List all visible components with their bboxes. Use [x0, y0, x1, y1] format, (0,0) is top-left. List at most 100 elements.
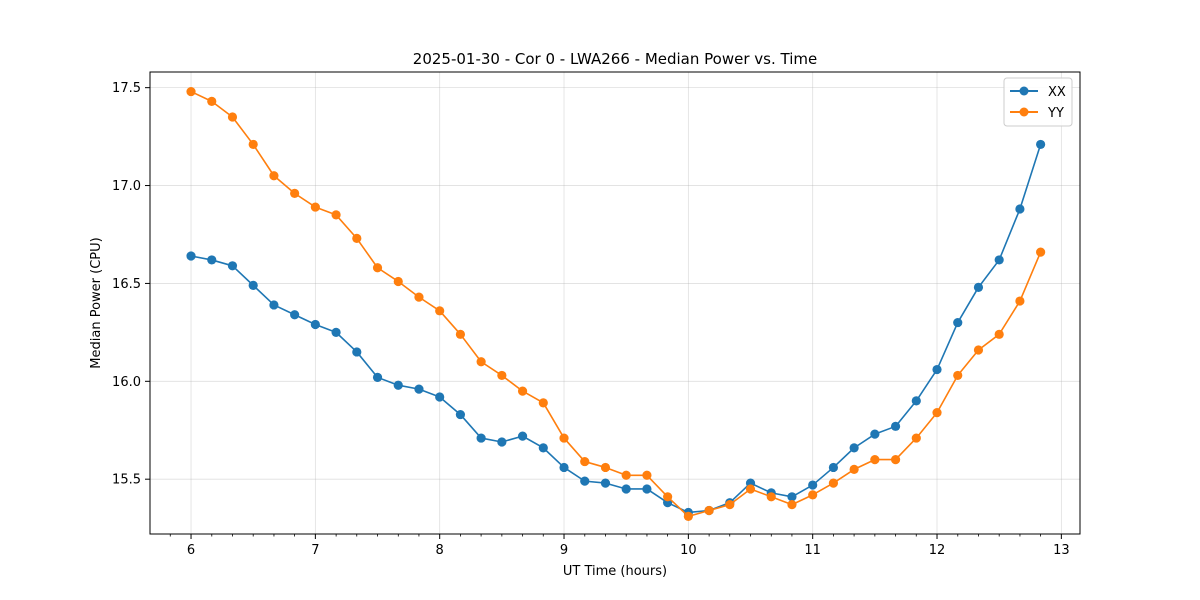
- data-point-yy[interactable]: [973, 345, 984, 355]
- data-point-yy[interactable]: [745, 484, 756, 494]
- data-point-xx[interactable]: [870, 429, 880, 439]
- legend-label-yy: YY: [1047, 106, 1064, 121]
- data-point-xx[interactable]: [994, 255, 1004, 265]
- data-point-yy[interactable]: [352, 233, 362, 243]
- data-point-yy[interactable]: [207, 96, 217, 106]
- data-point-yy[interactable]: [808, 490, 818, 500]
- legend-entry-xx[interactable]: XX: [1010, 85, 1066, 100]
- y-tick-label: 15.5: [112, 473, 141, 488]
- x-tick-label: 10: [680, 543, 697, 558]
- data-point-xx[interactable]: [600, 478, 611, 488]
- data-point-yy[interactable]: [517, 386, 528, 396]
- data-point-xx[interactable]: [331, 327, 341, 337]
- data-point-yy[interactable]: [580, 456, 590, 467]
- data-point-yy[interactable]: [870, 455, 880, 465]
- data-point-xx[interactable]: [580, 476, 590, 486]
- data-point-yy[interactable]: [269, 171, 279, 181]
- data-point-xx[interactable]: [932, 364, 942, 375]
- data-point-xx[interactable]: [372, 372, 383, 382]
- data-point-xx[interactable]: [1015, 204, 1025, 214]
- data-point-yy[interactable]: [642, 470, 652, 480]
- data-point-xx[interactable]: [642, 484, 652, 494]
- x-tick-label: 7: [311, 543, 319, 558]
- data-point-xx[interactable]: [890, 421, 901, 431]
- data-point-yy[interactable]: [372, 263, 383, 273]
- data-point-xx[interactable]: [310, 319, 320, 330]
- y-tick-label: 16.5: [112, 277, 141, 292]
- data-point-yy[interactable]: [704, 505, 714, 516]
- data-point-xx[interactable]: [207, 255, 217, 265]
- data-point-xx[interactable]: [290, 310, 300, 320]
- data-point-xx[interactable]: [828, 462, 839, 473]
- y-tick-label: 17.5: [112, 81, 141, 96]
- data-point-yy[interactable]: [290, 188, 300, 198]
- data-point-yy[interactable]: [621, 470, 631, 480]
- data-point-yy[interactable]: [559, 433, 569, 443]
- data-point-yy[interactable]: [994, 329, 1004, 339]
- data-point-yy[interactable]: [953, 370, 963, 381]
- data-point-xx[interactable]: [517, 431, 528, 441]
- data-point-yy[interactable]: [828, 478, 839, 488]
- data-point-xx[interactable]: [393, 380, 403, 390]
- axes-frame: [149, 71, 1081, 535]
- data-point-xx[interactable]: [849, 443, 859, 453]
- data-point-xx[interactable]: [414, 384, 424, 394]
- data-point-yy[interactable]: [538, 398, 548, 408]
- x-tick-label: 11: [804, 543, 821, 558]
- data-point-xx[interactable]: [559, 462, 569, 473]
- data-point-xx[interactable]: [227, 261, 238, 271]
- data-point-yy[interactable]: [497, 370, 507, 381]
- data-point-yy[interactable]: [787, 500, 797, 510]
- data-point-yy[interactable]: [414, 292, 424, 302]
- data-point-xx[interactable]: [1036, 139, 1046, 150]
- data-point-xx[interactable]: [248, 280, 258, 290]
- data-point-yy[interactable]: [683, 511, 693, 521]
- data-point-yy[interactable]: [310, 202, 320, 212]
- data-point-xx[interactable]: [497, 437, 507, 447]
- series-xx: [186, 139, 1046, 518]
- data-point-xx[interactable]: [973, 282, 984, 292]
- y-tick-label: 16.0: [112, 375, 141, 390]
- data-point-yy[interactable]: [766, 492, 776, 502]
- data-point-yy[interactable]: [435, 306, 445, 316]
- data-point-xx[interactable]: [352, 347, 362, 357]
- legend-entry-yy[interactable]: YY: [1010, 106, 1064, 121]
- data-point-xx[interactable]: [455, 409, 466, 420]
- x-tick-label: 9: [560, 543, 568, 558]
- x-tick-label: 12: [929, 543, 946, 558]
- data-point-yy[interactable]: [890, 455, 901, 465]
- data-point-yy[interactable]: [248, 139, 258, 150]
- data-point-yy[interactable]: [932, 408, 942, 418]
- data-point-yy[interactable]: [227, 112, 238, 122]
- data-point-yy[interactable]: [1015, 296, 1025, 306]
- data-point-yy[interactable]: [725, 500, 735, 510]
- data-point-xx[interactable]: [621, 484, 631, 494]
- data-point-yy[interactable]: [455, 329, 466, 339]
- data-point-yy[interactable]: [331, 210, 341, 220]
- data-point-xx[interactable]: [538, 443, 548, 453]
- data-point-xx[interactable]: [808, 480, 818, 490]
- data-point-yy[interactable]: [186, 86, 196, 97]
- legend-marker-yy: [1019, 107, 1029, 117]
- data-point-xx[interactable]: [476, 433, 486, 443]
- series-yy: [186, 86, 1046, 521]
- legend[interactable]: XX YY: [1003, 77, 1073, 127]
- data-point-xx[interactable]: [269, 300, 279, 310]
- data-point-yy[interactable]: [1036, 247, 1046, 257]
- data-point-yy[interactable]: [393, 276, 403, 287]
- data-point-yy[interactable]: [600, 462, 611, 473]
- data-point-yy[interactable]: [849, 464, 859, 474]
- data-point-xx[interactable]: [911, 396, 921, 406]
- data-point-xx[interactable]: [435, 392, 445, 402]
- data-point-yy[interactable]: [911, 433, 921, 443]
- grid: [150, 72, 1080, 534]
- data-point-yy[interactable]: [663, 492, 673, 502]
- data-point-xx[interactable]: [953, 317, 963, 328]
- x-tick-label: 6: [187, 543, 195, 558]
- x-minor-ticks: [169, 534, 1041, 537]
- data-point-xx[interactable]: [787, 492, 797, 502]
- data-point-yy[interactable]: [476, 357, 486, 367]
- data-point-xx[interactable]: [186, 251, 196, 261]
